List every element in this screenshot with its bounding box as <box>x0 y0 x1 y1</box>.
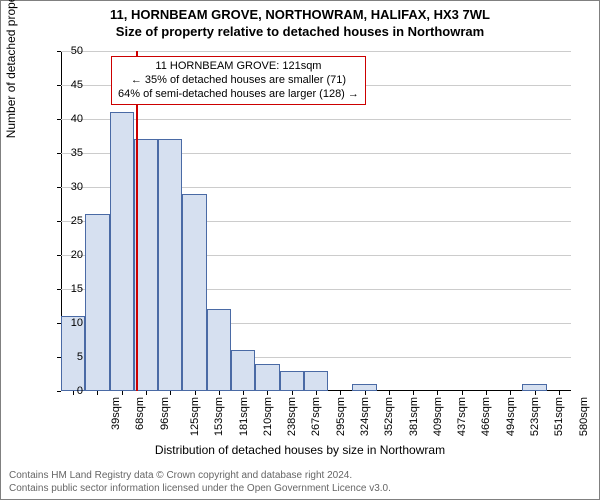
xtick-label: 494sqm <box>505 397 517 436</box>
ytick-label: 0 <box>53 385 83 397</box>
xtick-mark <box>267 391 268 395</box>
xtick-label: 295sqm <box>335 397 347 436</box>
bar <box>158 139 182 391</box>
annotation-line1: 11 HORNBEAM GROVE: 121sqm <box>118 60 359 74</box>
xtick-label: 409sqm <box>432 397 444 436</box>
xtick-label: 125sqm <box>189 397 201 436</box>
xtick-mark <box>243 391 244 395</box>
xtick-label: 551sqm <box>553 397 565 436</box>
xtick-label: 580sqm <box>578 397 590 436</box>
bar <box>182 194 206 391</box>
footer-line1: Contains HM Land Registry data © Crown c… <box>9 470 591 483</box>
bar <box>207 309 231 391</box>
bar <box>280 371 304 391</box>
xtick-mark <box>510 391 511 395</box>
bar <box>255 364 279 391</box>
xtick-mark <box>195 391 196 395</box>
xtick-label: 324sqm <box>359 397 371 436</box>
xtick-mark <box>486 391 487 395</box>
xtick-label: 210sqm <box>262 397 274 436</box>
chart-container: 11, HORNBEAM GROVE, NORTHOWRAM, HALIFAX,… <box>0 0 600 500</box>
ytick-label: 20 <box>53 249 83 261</box>
xtick-mark <box>437 391 438 395</box>
xtick-label: 68sqm <box>134 397 146 430</box>
annotation-box: 11 HORNBEAM GROVE: 121sqm← 35% of detach… <box>111 56 366 105</box>
xtick-label: 238sqm <box>286 397 298 436</box>
bar <box>110 112 134 391</box>
xtick-mark <box>340 391 341 395</box>
ytick-label: 10 <box>53 317 83 329</box>
xtick-label: 523sqm <box>529 397 541 436</box>
y-axis-label: Number of detached properties <box>4 0 18 138</box>
bar <box>522 384 546 391</box>
xtick-mark <box>413 391 414 395</box>
xtick-label: 181sqm <box>238 397 250 436</box>
xtick-mark <box>365 391 366 395</box>
xtick-mark <box>122 391 123 395</box>
bar <box>231 350 255 391</box>
bar <box>85 214 109 391</box>
xtick-mark <box>170 391 171 395</box>
ytick-label: 15 <box>53 283 83 295</box>
bar <box>304 371 328 391</box>
plot-area: 11 HORNBEAM GROVE: 121sqm← 35% of detach… <box>61 51 571 391</box>
xtick-mark <box>316 391 317 395</box>
annotation-line3: 64% of semi-detached houses are larger (… <box>118 88 359 102</box>
xtick-mark <box>389 391 390 395</box>
xtick-label: 153sqm <box>213 397 225 436</box>
xtick-label: 437sqm <box>456 397 468 436</box>
xtick-label: 39sqm <box>110 397 122 430</box>
xtick-label: 381sqm <box>408 397 420 436</box>
chart-title-address: 11, HORNBEAM GROVE, NORTHOWRAM, HALIFAX,… <box>1 7 599 22</box>
ytick-label: 50 <box>53 45 83 57</box>
xtick-label: 352sqm <box>383 397 395 436</box>
ytick-label: 35 <box>53 147 83 159</box>
ytick-label: 5 <box>53 351 83 363</box>
ytick-label: 25 <box>53 215 83 227</box>
xtick-mark <box>535 391 536 395</box>
ytick-label: 30 <box>53 181 83 193</box>
xtick-label: 96sqm <box>159 397 171 430</box>
footer-line2: Contains public sector information licen… <box>9 483 591 496</box>
chart-subtitle: Size of property relative to detached ho… <box>1 24 599 39</box>
xtick-mark <box>292 391 293 395</box>
xtick-mark <box>219 391 220 395</box>
annotation-line2: ← 35% of detached houses are smaller (71… <box>118 74 359 88</box>
chart-footer: Contains HM Land Registry data © Crown c… <box>9 470 591 495</box>
bar <box>352 384 376 391</box>
xtick-label: 466sqm <box>481 397 493 436</box>
x-axis-label: Distribution of detached houses by size … <box>1 443 599 457</box>
ytick-label: 45 <box>53 79 83 91</box>
xtick-mark <box>97 391 98 395</box>
xtick-mark <box>146 391 147 395</box>
xtick-mark <box>462 391 463 395</box>
xtick-label: 267sqm <box>311 397 323 436</box>
xtick-mark <box>559 391 560 395</box>
ytick-label: 40 <box>53 113 83 125</box>
